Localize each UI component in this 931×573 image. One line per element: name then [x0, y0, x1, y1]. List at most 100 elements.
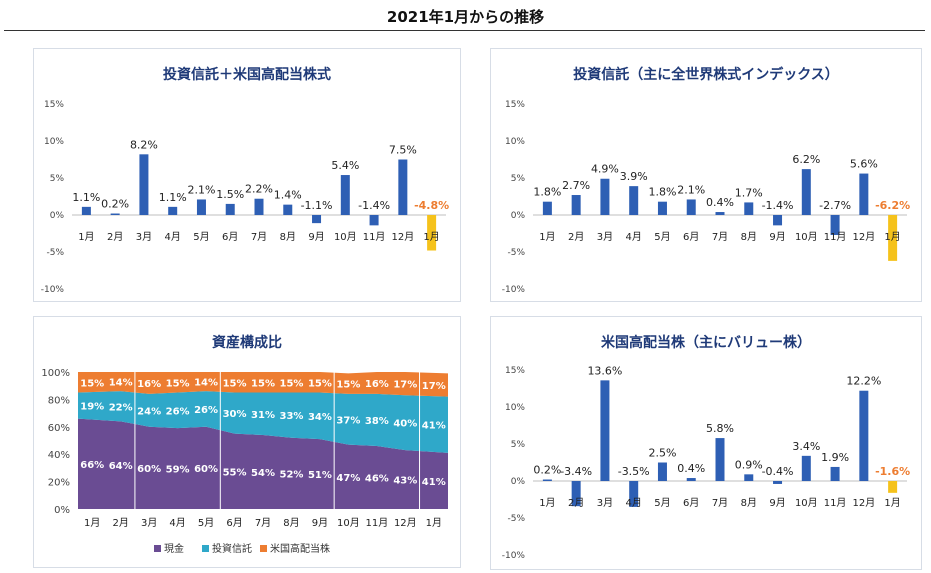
- y-tick-label: 20%: [48, 478, 70, 489]
- data-label: 17%: [393, 380, 417, 391]
- bar: [340, 175, 350, 215]
- data-label: 1.4%: [274, 189, 302, 202]
- bar: [686, 478, 696, 481]
- bar: [715, 438, 725, 481]
- legend-label: 投資信託: [212, 542, 252, 555]
- bar: [283, 204, 293, 215]
- y-tick-label: -10%: [41, 285, 65, 295]
- bar: [629, 186, 639, 215]
- x-tick-label: 5月: [198, 517, 214, 529]
- chart-title: 資産構成比: [212, 334, 282, 351]
- data-label: 31%: [251, 410, 275, 421]
- title-divider: [4, 30, 925, 31]
- y-tick-label: 10%: [505, 137, 525, 147]
- data-label: 2.5%: [648, 447, 676, 460]
- data-label: 1.9%: [821, 451, 849, 464]
- data-label: 15%: [251, 378, 275, 389]
- y-tick-label: -10%: [502, 551, 526, 561]
- y-tick-label: -5%: [507, 248, 525, 258]
- y-tick-label: 5%: [511, 440, 526, 450]
- x-tick-label: 9月: [769, 231, 785, 243]
- x-tick-label: 6月: [226, 517, 242, 529]
- bar: [398, 159, 408, 215]
- x-tick-label: 2月: [113, 517, 129, 529]
- data-label: 14%: [194, 378, 218, 389]
- x-tick-label: 1月: [884, 231, 900, 243]
- data-label: 15%: [308, 378, 332, 389]
- data-label: 17%: [422, 381, 446, 392]
- y-tick-label: 10%: [505, 403, 525, 413]
- data-label: 1.1%: [72, 191, 100, 204]
- y-tick-label: 0%: [50, 211, 65, 221]
- y-tick-label: 15%: [505, 366, 525, 376]
- y-tick-label: 15%: [505, 100, 525, 110]
- data-label: -6.2%: [875, 199, 910, 212]
- data-label: 16%: [365, 379, 389, 390]
- data-label: -1.4%: [358, 199, 390, 212]
- data-label: 24%: [137, 406, 161, 417]
- data-label: -1.6%: [875, 465, 910, 478]
- data-label: 1.8%: [533, 186, 561, 199]
- data-label: 5.4%: [331, 159, 359, 172]
- bar: [110, 213, 120, 215]
- x-tick-label: 9月: [312, 517, 328, 529]
- x-tick-label: 10月: [795, 497, 818, 509]
- y-tick-label: 5%: [50, 174, 65, 184]
- x-tick-label: 6月: [683, 497, 699, 509]
- x-tick-label: 3月: [597, 231, 613, 243]
- bar: [744, 474, 754, 481]
- data-label: 59%: [166, 465, 190, 476]
- data-label: 40%: [393, 419, 417, 430]
- bar: [312, 215, 322, 224]
- x-tick-label: 2月: [568, 231, 584, 243]
- bar: [196, 199, 206, 215]
- data-label: 2.7%: [562, 179, 590, 192]
- bar: [600, 380, 610, 481]
- chart-panel-us-stock: 米国高配当株（主にバリュー株） 15% 10% 5% 0% -5% -10% 0.2% 1月 -3…: [490, 316, 922, 570]
- x-tick-label: 7月: [712, 231, 728, 243]
- data-label: 4.9%: [591, 163, 619, 176]
- chart-panel-total: 投資信託＋米国高配当株式 15% 10% 5% 0% -5% -10% 1.1% 1月 0.2% 2…: [33, 48, 461, 302]
- y-tick-label: 40%: [48, 450, 70, 461]
- data-label: 30%: [223, 409, 247, 420]
- x-tick-label: 1月: [84, 517, 100, 529]
- bar: [254, 198, 264, 215]
- data-label: 6.2%: [792, 153, 820, 166]
- data-label: 33%: [279, 411, 303, 422]
- x-tick-label: 1月: [884, 497, 900, 509]
- data-label: 22%: [109, 402, 133, 413]
- bar: [629, 481, 639, 507]
- data-label: 47%: [336, 473, 360, 484]
- chart-panel-composition: 資産構成比 100% 80% 60% 40% 20% 0% 66% 64% 60% 59% 60% 55…: [33, 316, 461, 568]
- bar: [830, 466, 840, 481]
- bar: [657, 462, 667, 481]
- y-tick-label: 0%: [511, 211, 526, 221]
- data-label: 54%: [251, 468, 275, 479]
- data-label: 51%: [308, 470, 332, 481]
- legend-swatch: [260, 545, 267, 552]
- y-tick-label: 0%: [511, 477, 526, 487]
- x-tick-label: 12月: [391, 231, 414, 243]
- data-label: 5.8%: [706, 422, 734, 435]
- x-tick-label: 2月: [568, 497, 584, 509]
- legend-label: 現金: [164, 542, 184, 555]
- y-tick-label: 80%: [48, 395, 70, 406]
- data-label: 1.8%: [648, 186, 676, 199]
- data-label: 15%: [80, 378, 104, 389]
- bar: [773, 481, 783, 484]
- bar: [600, 178, 610, 215]
- area-chart-composition: 資産構成比 100% 80% 60% 40% 20% 0% 66% 64% 60% 59% 60% 55…: [41, 334, 448, 555]
- bar: [830, 215, 840, 235]
- bar-chart-us-stock: 米国高配当株（主にバリュー株） 15% 10% 5% 0% -5% -10% 0.2% 1月 -3…: [502, 334, 910, 561]
- data-label: 0.9%: [735, 458, 763, 471]
- bar: [542, 201, 552, 215]
- legend-swatch: [154, 545, 161, 552]
- data-label: 26%: [194, 405, 218, 416]
- data-label: 2.1%: [187, 183, 215, 196]
- bar: [571, 195, 581, 215]
- legend-swatch: [202, 545, 209, 552]
- data-label: 7.5%: [389, 144, 417, 157]
- y-tick-label: -5%: [507, 514, 525, 524]
- data-label: 41%: [422, 421, 446, 432]
- x-tick-label: 1月: [426, 517, 442, 529]
